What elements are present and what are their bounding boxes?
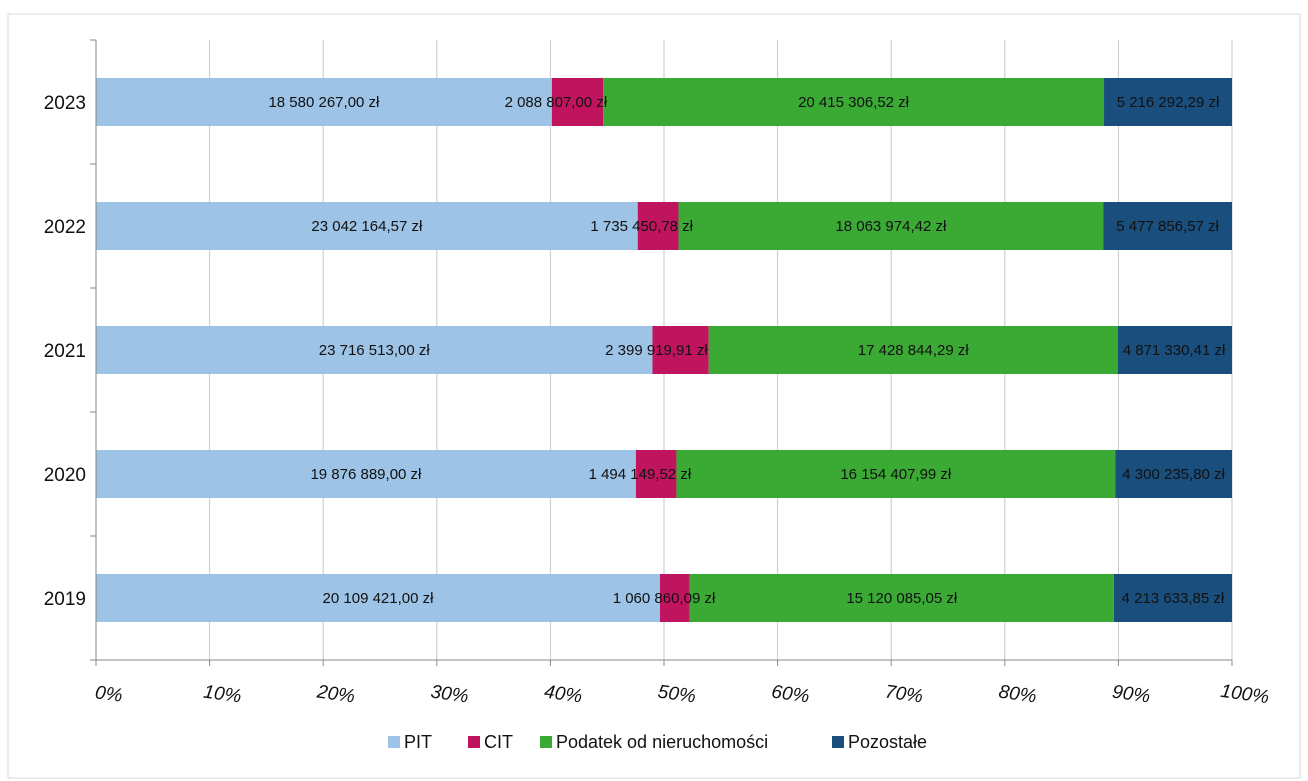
data-label: 4 300 235,80 zł [1122, 466, 1225, 483]
data-label: 17 428 844,29 zł [858, 342, 970, 359]
bar-segment-podatek-od-nieruchomo-ci [689, 574, 1114, 622]
data-label: 4 213 633,85 zł [1122, 590, 1225, 607]
chart-frame [7, 13, 1301, 779]
bar-segment-pit [96, 78, 552, 126]
data-label: 15 120 085,05 zł [846, 590, 958, 607]
data-label: 23 042 164,57 zł [311, 218, 423, 235]
x-tick-label: 0% [94, 682, 124, 707]
data-label: 18 063 974,42 zł [835, 218, 947, 235]
bars [96, 78, 1232, 622]
bar-segment-pozosta-e [1117, 326, 1232, 374]
bar-segment-pozosta-e [1115, 450, 1232, 498]
data-label: 16 154 407,99 zł [840, 466, 952, 483]
bar-segment-cit [637, 202, 679, 250]
data-label: 20 109 421,00 zł [323, 590, 435, 607]
legend-label: PIT [404, 732, 432, 752]
legend-label: Podatek od nieruchomości [556, 732, 768, 752]
data-label: 2 088 807,00 zł [505, 94, 608, 111]
category-label: 2022 [44, 217, 86, 238]
data-label: 19 876 889,00 zł [310, 466, 422, 483]
data-label: 1 494 149,52 zł [589, 466, 692, 483]
category-label: 2019 [44, 589, 86, 610]
category-label: 2021 [44, 341, 86, 362]
data-label: 2 399 919,91 zł [605, 342, 708, 359]
bar-segment-podatek-od-nieruchomo-ci [678, 202, 1104, 250]
bar-segment-pozosta-e [1104, 78, 1232, 126]
legend-swatch [468, 736, 480, 748]
data-label: 23 716 513,00 zł [319, 342, 431, 359]
legend-label: CIT [484, 732, 513, 752]
data-label: 1 735 450,78 zł [590, 218, 693, 235]
bar-segment-cit [551, 78, 604, 126]
bar-segment-podatek-od-nieruchomo-ci [708, 326, 1118, 374]
legend-label: Pozostałe [848, 732, 927, 752]
data-label: 5 216 292,29 zł [1117, 94, 1220, 111]
bar-segment-pit [96, 574, 661, 622]
bar-segment-pozosta-e [1103, 202, 1232, 250]
data-label: 1 060 860,09 zł [613, 590, 716, 607]
bar-segment-cit [660, 574, 690, 622]
bar-segment-pit [96, 326, 653, 374]
legend-swatch [388, 736, 400, 748]
bar-segment-pit [96, 450, 636, 498]
legend-swatch [540, 736, 552, 748]
bar-segment-podatek-od-nieruchomo-ci [603, 78, 1105, 126]
data-label: 18 580 267,00 zł [268, 94, 380, 111]
category-label: 2020 [44, 465, 86, 486]
bar-segment-podatek-od-nieruchomo-ci [676, 450, 1116, 498]
bar-segment-pozosta-e [1113, 574, 1232, 622]
data-label: 5 477 856,57 zł [1116, 218, 1219, 235]
legend-swatch [832, 736, 844, 748]
bar-segment-pit [96, 202, 638, 250]
legend: PIT CIT Podatek od nieruchomości Pozostałe [388, 732, 927, 752]
data-label: 20 415 306,52 zł [798, 94, 910, 111]
category-label: 2023 [44, 93, 86, 114]
data-labels: 18 580 267,00 zł 2 088 807,00 zł 20 415 30… [268, 94, 1225, 607]
bar-segment-cit [635, 450, 677, 498]
data-label: 4 871 330,41 zł [1123, 342, 1226, 359]
bar-segment-cit [652, 326, 709, 374]
